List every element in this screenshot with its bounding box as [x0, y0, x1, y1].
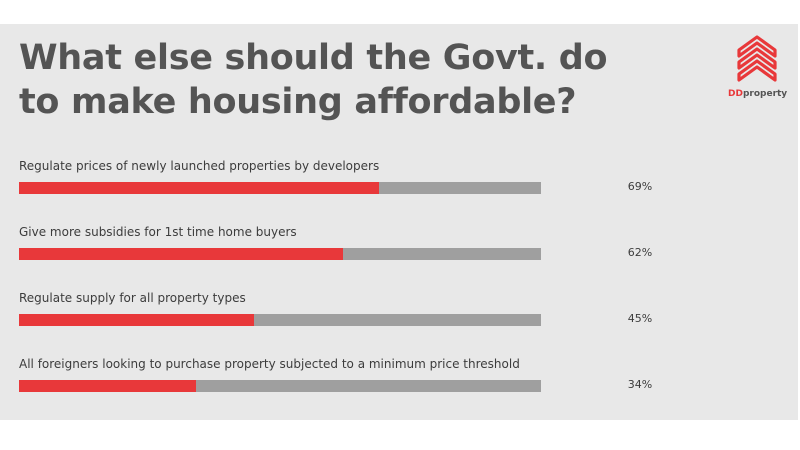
bar-track: [19, 248, 541, 260]
brand-name-prefix: DD: [728, 89, 743, 99]
bar-label: All foreigners looking to purchase prope…: [19, 357, 520, 371]
chart-title: What else should the Govt. do to make ho…: [19, 38, 608, 122]
brand-name: DDproperty: [728, 89, 787, 99]
bar-label: Give more subsidies for 1st time home bu…: [19, 225, 297, 239]
chart-card: What else should the Govt. do to make ho…: [0, 24, 798, 420]
bar-value-label: 34%: [627, 378, 653, 391]
bar-value-label: 62%: [627, 246, 653, 259]
house-logo-icon: [737, 35, 777, 82]
bar-label: Regulate supply for all property types: [19, 291, 246, 305]
bar-fill: [19, 248, 343, 260]
bar-track: [19, 380, 541, 392]
bar-track: [19, 314, 541, 326]
bar-label: Regulate prices of newly launched proper…: [19, 159, 380, 173]
bar-fill: [19, 182, 379, 194]
bar-value-label: 69%: [627, 180, 653, 193]
bar-value-label: 45%: [627, 312, 653, 325]
bar-fill: [19, 380, 196, 392]
bar-fill: [19, 314, 254, 326]
bar-track: [19, 182, 541, 194]
brand-logo: DDproperty: [728, 33, 787, 105]
brand-name-suffix: property: [742, 89, 788, 99]
